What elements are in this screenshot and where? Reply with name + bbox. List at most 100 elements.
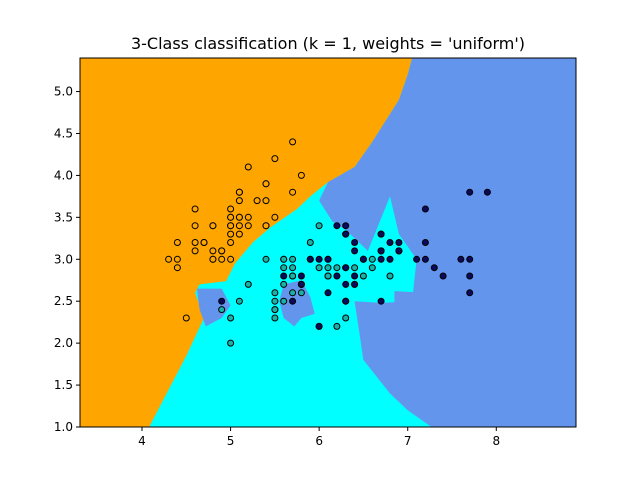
y-tick-label: 5.0 — [54, 85, 73, 99]
point-class_2 — [333, 222, 341, 230]
point-class_0 — [253, 197, 261, 205]
point-class_0 — [218, 247, 226, 255]
point-class_2 — [351, 280, 359, 288]
point-class_0 — [191, 222, 199, 230]
point-class_1 — [368, 255, 376, 263]
point-class_2 — [439, 272, 447, 280]
y-axis: 1.0 1.5 2.0 2.5 3.0 3.5 4.0 4.5 5.0 — [54, 85, 80, 434]
point-class_0 — [244, 163, 252, 171]
point-class_1 — [289, 272, 297, 280]
point-class_1 — [244, 280, 252, 288]
point-class_0 — [262, 222, 270, 230]
point-class_1 — [271, 289, 279, 297]
point-class_0 — [227, 239, 235, 246]
y-tick-label: 3.5 — [54, 210, 73, 224]
x-tick-label: 4 — [138, 434, 146, 448]
point-class_0 — [289, 138, 297, 146]
y-tick-label: 2.5 — [54, 294, 73, 308]
x-tick-label: 8 — [492, 434, 500, 448]
point-class_2 — [333, 272, 341, 280]
point-class_2 — [315, 255, 323, 263]
point-class_1 — [342, 314, 350, 322]
point-class_2 — [289, 297, 297, 305]
point-class_0 — [235, 197, 243, 205]
point-class_2 — [342, 230, 350, 238]
point-class_0 — [182, 314, 190, 322]
point-class_0 — [297, 171, 305, 179]
point-class_0 — [209, 255, 217, 263]
data-points — [165, 138, 491, 347]
point-class_1 — [280, 264, 288, 272]
point-class_1 — [324, 264, 332, 272]
point-class_1 — [351, 264, 359, 272]
point-class_2 — [395, 247, 403, 255]
point-class_2 — [342, 297, 350, 305]
point-class_1 — [280, 280, 288, 288]
point-class_0 — [191, 247, 199, 255]
point-class_1 — [289, 255, 297, 263]
point-class_2 — [342, 264, 350, 272]
point-class_2 — [306, 255, 314, 263]
point-class_0 — [227, 213, 235, 221]
point-class_1 — [280, 297, 288, 305]
y-tick-label: 3.0 — [54, 252, 73, 266]
point-class_2 — [377, 297, 385, 305]
point-class_2 — [324, 255, 332, 263]
region-class_2 — [394, 291, 430, 323]
point-class_0 — [289, 188, 297, 196]
point-class_2 — [359, 255, 367, 263]
plot-area — [80, 58, 576, 427]
y-tick-label: 2.0 — [54, 336, 73, 350]
point-class_2 — [351, 272, 359, 280]
point-class_0 — [227, 205, 235, 213]
point-class_0 — [235, 222, 243, 230]
y-tick-label: 1.0 — [54, 420, 73, 434]
point-class_2 — [297, 280, 305, 288]
point-class_2 — [386, 255, 394, 263]
point-class_0 — [235, 230, 243, 238]
chart-title: 3-Class classification (k = 1, weights =… — [131, 34, 525, 53]
point-class_2 — [457, 255, 465, 263]
x-tick-label: 6 — [315, 434, 323, 448]
point-class_2 — [466, 289, 474, 297]
point-class_0 — [173, 239, 181, 246]
point-class_1 — [333, 264, 341, 272]
point-class_0 — [244, 213, 252, 221]
point-class_2 — [324, 289, 332, 297]
point-class_1 — [315, 264, 323, 272]
point-class_1 — [227, 314, 235, 322]
point-class_0 — [271, 213, 279, 221]
point-class_1 — [271, 306, 279, 314]
y-tick-label: 1.5 — [54, 378, 73, 392]
point-class_1 — [306, 239, 314, 246]
decision-regions — [80, 58, 576, 427]
plot-frame — [79, 57, 577, 428]
region-class_0 — [80, 58, 413, 427]
point-class_1 — [218, 306, 226, 314]
point-class_1 — [289, 264, 297, 272]
point-class_0 — [165, 255, 173, 263]
point-class_2 — [342, 280, 350, 288]
region-class_2 — [279, 280, 315, 327]
point-class_1 — [368, 264, 376, 272]
point-class_0 — [173, 264, 181, 272]
point-class_1 — [315, 222, 323, 230]
point-class_2 — [466, 255, 474, 263]
point-class_1 — [235, 297, 243, 305]
point-class_0 — [235, 188, 243, 196]
point-class_1 — [227, 339, 235, 347]
region-class_2 — [319, 58, 576, 427]
point-class_2 — [377, 255, 385, 263]
point-class_2 — [351, 239, 359, 246]
point-class_1 — [359, 272, 367, 280]
point-class_1 — [271, 297, 279, 305]
point-class_1 — [271, 314, 279, 322]
point-class_2 — [421, 239, 429, 246]
point-class_2 — [377, 230, 385, 238]
point-class_1 — [262, 255, 270, 263]
point-class_0 — [235, 213, 243, 221]
point-class_2 — [218, 297, 226, 305]
point-class_0 — [209, 247, 217, 255]
point-class_1 — [333, 322, 341, 330]
point-class_1 — [324, 272, 332, 280]
